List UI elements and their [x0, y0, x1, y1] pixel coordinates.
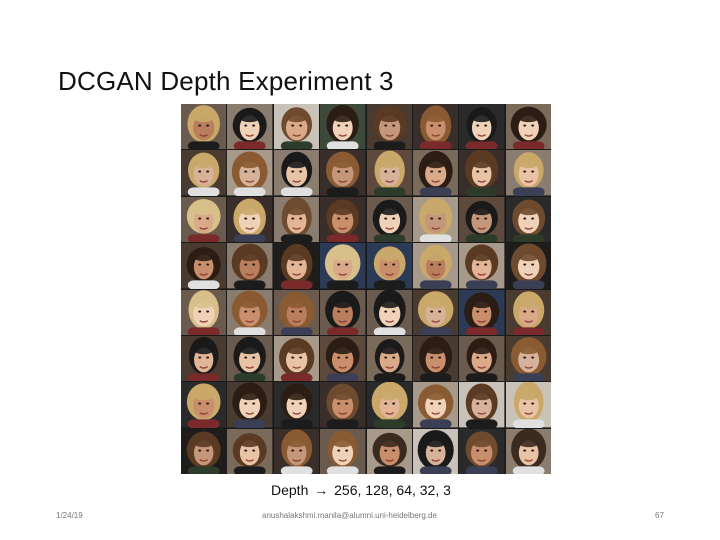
face-sample	[459, 428, 505, 474]
face-sample	[505, 104, 551, 150]
face-sample	[273, 104, 320, 150]
face-sample	[412, 104, 459, 150]
caption: Depth → 256, 128, 64, 32, 3	[271, 482, 451, 498]
face-sample	[320, 289, 366, 335]
face-sample	[505, 428, 551, 474]
face-sample	[273, 335, 320, 382]
face-sample	[505, 289, 551, 335]
face-sample	[227, 335, 273, 382]
face-sample	[320, 150, 366, 196]
face-sample	[366, 196, 412, 243]
caption-values: 256, 128, 64, 32, 3	[334, 482, 451, 498]
face-sample	[366, 104, 412, 150]
face-sample	[459, 382, 505, 428]
face-sample	[412, 428, 459, 474]
face-sample	[366, 428, 412, 474]
face-sample	[505, 150, 551, 196]
face-sample	[273, 382, 320, 428]
face-sample	[412, 335, 459, 382]
face-sample	[412, 150, 459, 196]
footer-page-number: 67	[655, 511, 664, 520]
face-sample	[459, 104, 505, 150]
face-sample	[181, 289, 227, 335]
face-sample	[273, 196, 320, 243]
face-sample	[459, 335, 505, 382]
face-sample	[320, 382, 366, 428]
face-sample	[181, 150, 227, 196]
face-sample	[227, 150, 273, 196]
face-sample	[181, 428, 227, 474]
generated-faces-grid	[181, 104, 551, 474]
face-sample	[227, 196, 273, 243]
face-sample	[505, 335, 551, 382]
face-sample	[320, 243, 366, 289]
face-sample	[227, 243, 273, 289]
face-sample	[227, 428, 273, 474]
face-sample	[320, 104, 366, 150]
face-sample	[181, 335, 227, 382]
footer-date: 1/24/19	[56, 511, 83, 520]
face-sample	[459, 289, 505, 335]
face-sample	[412, 382, 459, 428]
face-sample	[181, 196, 227, 243]
face-sample	[320, 196, 366, 243]
face-sample	[273, 150, 320, 196]
face-sample	[505, 382, 551, 428]
face-sample	[412, 289, 459, 335]
face-sample	[366, 150, 412, 196]
face-sample	[181, 382, 227, 428]
face-sample	[505, 196, 551, 243]
slide-title: DCGAN Depth Experiment 3	[58, 66, 394, 96]
footer-email: anushalakshmi.manila@alumni.uni-heidelbe…	[262, 511, 437, 520]
face-sample	[273, 243, 320, 289]
right-arrow-icon: →	[314, 482, 329, 498]
face-sample	[459, 150, 505, 196]
face-sample	[412, 196, 459, 243]
face-sample	[181, 104, 227, 150]
face-sample	[459, 243, 505, 289]
face-sample	[227, 382, 273, 428]
face-sample	[320, 335, 366, 382]
face-sample	[227, 289, 273, 335]
face-sample	[181, 243, 227, 289]
face-sample	[320, 428, 366, 474]
face-sample	[505, 243, 551, 289]
caption-label: Depth	[271, 482, 309, 498]
face-sample	[273, 428, 320, 474]
face-sample	[366, 382, 412, 428]
face-sample	[366, 289, 412, 335]
face-sample	[366, 243, 412, 289]
face-sample	[412, 243, 459, 289]
face-sample	[227, 104, 273, 150]
face-sample	[273, 289, 320, 335]
face-sample	[459, 196, 505, 243]
face-sample	[366, 335, 412, 382]
